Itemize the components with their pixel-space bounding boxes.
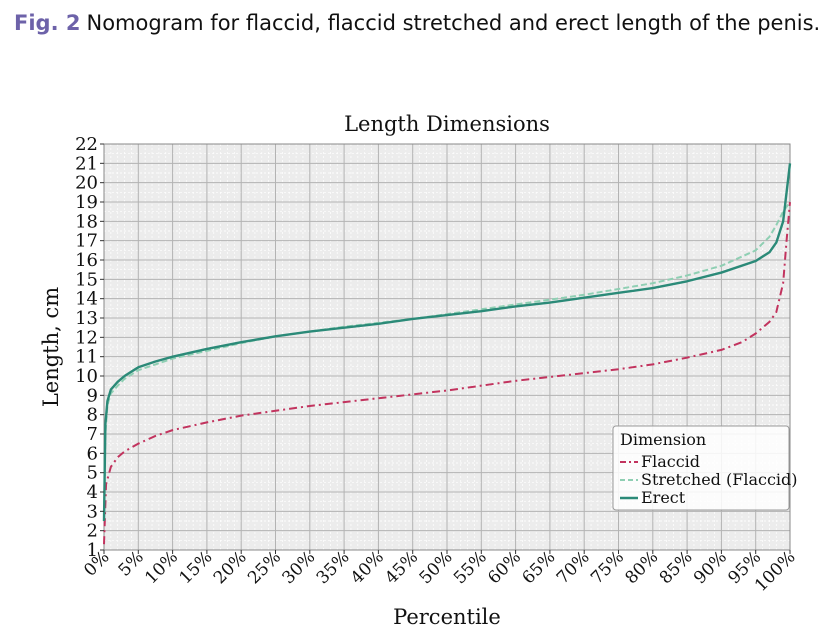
x-tick-label: 85% bbox=[656, 547, 697, 588]
figure-caption: Fig. 2 Nomogram for flaccid, flaccid stre… bbox=[14, 6, 824, 40]
x-tick-label: 10% bbox=[141, 547, 182, 588]
x-tick-label: 70% bbox=[553, 547, 594, 588]
x-tick-label: 80% bbox=[621, 547, 662, 588]
caption-text: Nomogram for flaccid, flaccid stretched … bbox=[86, 11, 821, 35]
x-tick-label: 30% bbox=[278, 547, 319, 588]
x-tick-label: 35% bbox=[313, 547, 354, 588]
series-group bbox=[102, 163, 792, 545]
y-tick-label: 7 bbox=[87, 424, 98, 445]
series-line-erect bbox=[102, 163, 792, 522]
y-tick-label: 9 bbox=[87, 385, 98, 406]
x-tick-label: 65% bbox=[519, 547, 560, 588]
series-line-flaccid bbox=[103, 201, 791, 545]
x-tick-label: 15% bbox=[176, 547, 217, 588]
legend-label-stretched: Stretched (Flaccid) bbox=[641, 470, 798, 489]
legend: Dimension Flaccid Stretched (Flaccid) Er… bbox=[612, 425, 798, 511]
y-tick-label: 2 bbox=[87, 521, 98, 542]
legend-label-flaccid: Flaccid bbox=[641, 452, 700, 471]
y-tick-label: 4 bbox=[87, 482, 98, 503]
y-tick-label: 17 bbox=[75, 231, 98, 252]
x-tick-label: 50% bbox=[416, 547, 457, 588]
legend-label-erect: Erect bbox=[641, 488, 686, 507]
y-tick-label: 18 bbox=[75, 211, 98, 232]
y-tick-label: 13 bbox=[75, 308, 98, 329]
y-tick-label: 15 bbox=[75, 269, 98, 290]
x-tick-label: 75% bbox=[587, 547, 628, 588]
x-axis-label: Percentile bbox=[393, 605, 501, 629]
x-tick-label: 20% bbox=[210, 547, 251, 588]
y-tick-label: 11 bbox=[75, 347, 98, 368]
y-tick-label: 22 bbox=[75, 134, 98, 155]
y-tick-label: 19 bbox=[75, 192, 98, 213]
x-tick-label: 60% bbox=[484, 547, 525, 588]
y-tick-label: 14 bbox=[75, 289, 98, 310]
legend-title: Dimension bbox=[620, 430, 706, 449]
y-tick-label: 20 bbox=[75, 173, 98, 194]
x-tick-label: 55% bbox=[450, 547, 491, 588]
x-tick-label: 45% bbox=[381, 547, 422, 588]
x-tick-label: 40% bbox=[347, 547, 388, 588]
y-tick-label: 16 bbox=[75, 250, 98, 271]
y-tick-label: 5 bbox=[87, 463, 98, 484]
figure-label: Fig. 2 bbox=[14, 11, 81, 35]
legend-box bbox=[612, 425, 790, 511]
y-tick-label: 21 bbox=[75, 153, 98, 174]
x-tick-label: 0% bbox=[80, 547, 113, 580]
y-tick-label: 1 bbox=[87, 540, 98, 561]
x-tick-label: 90% bbox=[690, 547, 731, 588]
y-tick-label: 6 bbox=[87, 443, 98, 464]
y-tick-label: 10 bbox=[75, 366, 98, 387]
y-tick-label: 8 bbox=[87, 405, 98, 426]
y-tick-label: 3 bbox=[87, 501, 98, 522]
y-tick-label: 12 bbox=[75, 327, 98, 348]
x-tick-label: 25% bbox=[244, 547, 285, 588]
chart-title: Length Dimensions bbox=[344, 112, 550, 136]
y-axis-label: Length, cm bbox=[39, 287, 63, 407]
